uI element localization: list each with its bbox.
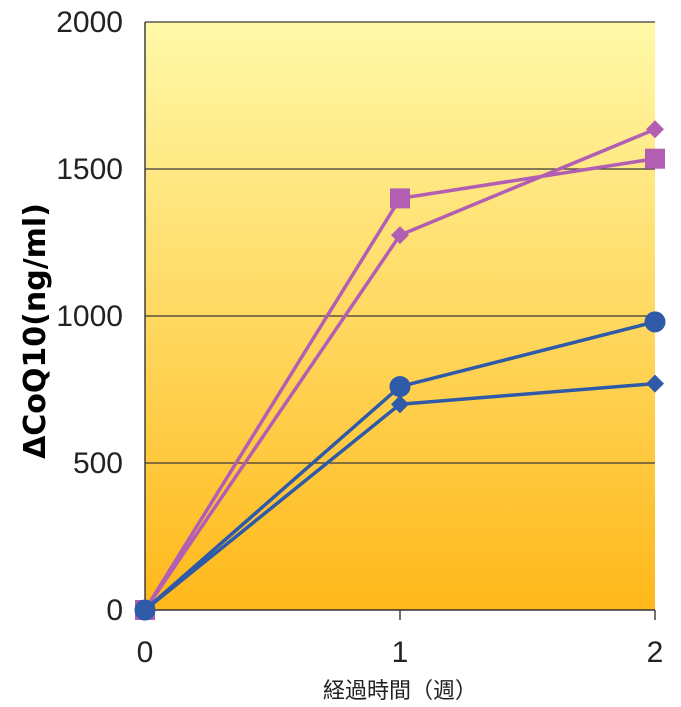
data-point-diamond <box>646 120 664 139</box>
data-point-diamond <box>646 374 664 393</box>
y-tick-label: 2000 <box>56 6 123 39</box>
tick-labels: 0 500 1000 1500 2000 0 1 2 <box>56 6 663 669</box>
data-point-circle <box>389 376 411 398</box>
x-tick-label: 1 <box>392 636 409 669</box>
y-tick-label: 1000 <box>56 300 123 333</box>
data-point-circle <box>644 311 666 333</box>
series-3 <box>134 311 666 621</box>
series-group <box>134 120 666 621</box>
x-axis-label: 経過時間（週） <box>323 679 477 704</box>
gridlines <box>145 21 655 464</box>
x-tick-label: 2 <box>647 636 664 669</box>
series-4 <box>136 374 664 619</box>
data-point-diamond <box>136 601 154 619</box>
y-axis-label: ΔCoQ10(ng/ml) <box>18 203 53 459</box>
y-tick-label: 1500 <box>56 153 123 186</box>
y-tick-label: 0 <box>106 594 123 627</box>
data-point-square <box>645 148 665 169</box>
data-point-square <box>390 188 410 209</box>
data-point-diamond <box>391 395 409 414</box>
x-tick-label: 0 <box>137 636 154 669</box>
y-tick-label: 500 <box>73 447 123 480</box>
data-point-diamond <box>391 226 409 245</box>
